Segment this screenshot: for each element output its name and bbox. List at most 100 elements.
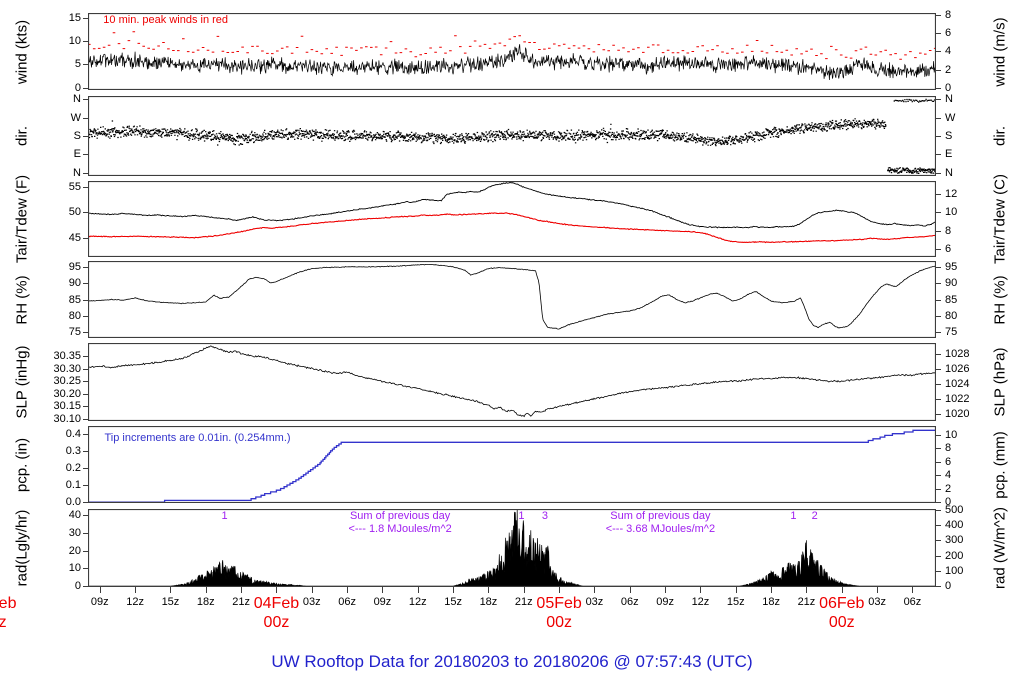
y-axis-tick	[83, 266, 88, 268]
wind-direction	[88, 118, 887, 147]
x-axis-tick-label: 21z	[514, 596, 533, 608]
x-axis-tick-label: 06z	[338, 596, 356, 608]
y-axis-tick	[83, 154, 88, 156]
rad-peak-marker: 1	[221, 510, 228, 522]
dir-plot-svg	[88, 96, 936, 176]
y-axis-tick	[83, 406, 88, 408]
y-axis-tick-label: 6	[945, 455, 952, 468]
y-axis-tick	[83, 315, 88, 317]
y-axis-tick	[936, 194, 941, 196]
y-axis-tick	[936, 448, 941, 450]
day-label-date: 06Feb	[819, 595, 865, 612]
wind-average	[88, 44, 936, 81]
rad-panel-border	[88, 509, 936, 587]
rad-peak-marker: 1	[518, 510, 525, 522]
y-axis-tick-label: 0	[945, 81, 952, 94]
y-axis-tick-label: 50	[68, 206, 81, 219]
panel-wind	[88, 13, 936, 90]
rh-right-axis-title: RH (%)	[991, 274, 1009, 325]
x-axis-tick	[523, 587, 525, 593]
y-axis-tick-label: 75	[945, 326, 958, 339]
y-axis-tick	[83, 117, 88, 119]
y-axis-tick	[936, 154, 941, 156]
x-axis-tick-label: 18z	[196, 596, 215, 608]
x-axis-tick	[170, 587, 172, 593]
slp-right-axis-title: SLP (hPa)	[991, 347, 1009, 417]
y-axis-tick	[83, 467, 88, 469]
dir-right-axis-title: dir.	[991, 125, 1009, 147]
y-axis-tick-label: 80	[68, 309, 81, 322]
rad-annotation: Sum of previous day	[349, 510, 451, 522]
x-axis-tick-label: 15z	[726, 596, 745, 608]
y-axis-tick-label: 8	[945, 224, 952, 237]
y-axis-tick	[83, 502, 88, 504]
y-axis-tick	[936, 475, 941, 477]
y-axis-tick	[936, 384, 941, 386]
x-axis-tick-label: 03z	[585, 596, 604, 608]
cumulative-precip	[88, 429, 936, 503]
y-axis-tick-label: 8	[945, 442, 952, 455]
x-axis-tick-label: 09z	[373, 596, 392, 608]
y-axis-tick-label: 30.10	[53, 412, 81, 425]
rad-left-axis-title: rad(Lgly/hr)	[13, 509, 31, 587]
y-axis-tick	[83, 393, 88, 395]
y-axis-tick	[936, 212, 941, 214]
x-axis-tick	[700, 587, 702, 593]
x-axis-tick-label: 12z	[126, 596, 144, 608]
wind-10min-peak	[88, 31, 936, 60]
y-axis-tick-label: 0	[74, 580, 81, 593]
rad-plot-svg	[88, 509, 936, 587]
x-axis-tick-label: 03z	[302, 596, 321, 608]
y-axis-tick	[936, 332, 941, 334]
y-axis-tick-label: N	[945, 93, 953, 106]
dir-left-axis-title: dir.	[13, 125, 31, 147]
y-axis-tick-label: E	[73, 148, 81, 161]
wind-left-axis-title: wind (kts)	[13, 19, 31, 84]
temp-plot-svg	[88, 181, 936, 257]
y-axis-tick	[936, 354, 941, 356]
y-axis-tick	[83, 17, 88, 19]
day-label-hour: 00z	[828, 614, 855, 631]
x-axis-tick	[841, 587, 843, 593]
y-axis-tick-label: 0.4	[65, 427, 81, 440]
pcp-panel-border	[88, 426, 936, 503]
pcp-plot-svg	[88, 426, 936, 503]
y-axis-tick-label: 200	[945, 549, 964, 562]
panel-dir	[88, 96, 936, 176]
y-axis-tick-label: 10	[945, 206, 958, 219]
rh-panel-border	[88, 261, 936, 338]
y-axis-tick-label: 30.20	[53, 387, 81, 400]
y-axis-tick	[936, 15, 941, 17]
y-axis-tick-label: 2	[945, 482, 952, 495]
slp-panel-border	[88, 343, 936, 421]
x-axis-tick	[241, 587, 243, 593]
y-axis-tick-label: N	[73, 166, 81, 179]
y-axis-tick-label: 500	[945, 503, 964, 516]
rad-peak-marker: 3	[541, 510, 549, 522]
dir-panel-border	[88, 96, 936, 176]
y-axis-tick	[936, 87, 941, 89]
y-axis-tick-label: E	[945, 148, 953, 161]
panel-slp	[88, 343, 936, 421]
y-axis-tick-label: 15	[68, 11, 81, 24]
x-axis-tick	[453, 587, 455, 593]
y-axis-tick-label: 80	[945, 309, 958, 322]
y-axis-tick	[83, 299, 88, 301]
day-label-date: 03Feb	[0, 595, 17, 612]
x-axis-tick-label: 06z	[620, 596, 639, 608]
wind-right-axis-title: wind (m/s)	[991, 16, 1009, 87]
rad-annotation: Sum of previous day	[610, 510, 711, 522]
y-axis-tick	[936, 315, 941, 317]
pcp-left-axis-title: pcp. (in)	[13, 437, 31, 492]
y-axis-tick-label: 100	[945, 564, 964, 577]
figure-title: UW Rooftop Data for 20180203 to 20180206…	[271, 652, 753, 671]
x-axis-tick	[735, 587, 737, 593]
temp-panel-border	[88, 181, 936, 257]
y-axis-tick	[936, 413, 941, 415]
y-axis-tick-label: N	[945, 166, 953, 179]
x-axis-tick	[488, 587, 490, 593]
y-axis-tick-label: 8	[945, 9, 952, 22]
x-axis-tick	[311, 587, 313, 593]
x-axis-tick	[347, 587, 349, 593]
